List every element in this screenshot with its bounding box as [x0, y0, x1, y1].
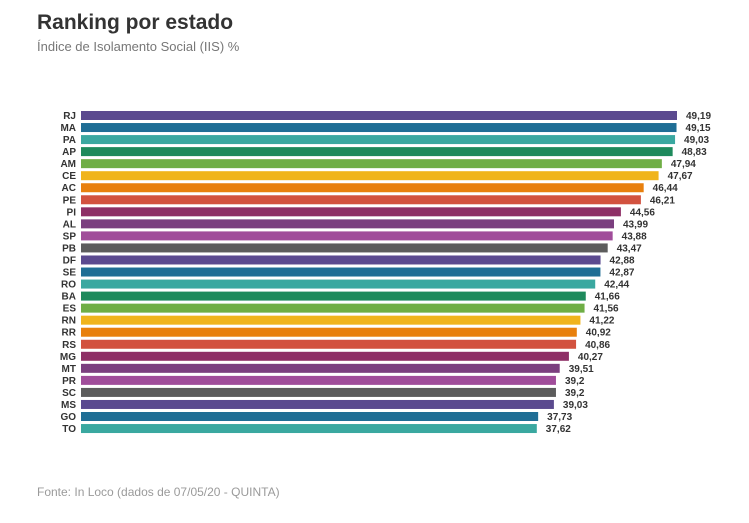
category-label-go: GO [60, 412, 76, 423]
bar-go [81, 412, 539, 421]
category-label-pa: PA [63, 135, 76, 146]
bar-pi [81, 207, 621, 217]
category-label-pi: PI [67, 207, 77, 218]
category-label-df: DF [63, 255, 76, 266]
category-label-rr: RR [62, 328, 77, 339]
bar-ba [81, 291, 586, 301]
value-label-es: 41,56 [594, 304, 619, 315]
category-label-rs: RS [62, 340, 76, 351]
bar-pe [81, 195, 641, 205]
bar-am [81, 159, 662, 169]
value-label-mt: 39,51 [569, 364, 594, 375]
bar-se [81, 267, 601, 277]
value-label-ms: 39,03 [563, 400, 588, 411]
category-label-pb: PB [62, 243, 76, 254]
value-label-rr: 40,92 [586, 328, 611, 339]
category-label-ce: CE [62, 171, 76, 182]
bar-ce [81, 171, 659, 181]
category-label-ba: BA [62, 292, 76, 303]
category-label-sc: SC [62, 388, 76, 399]
bar-df [81, 255, 601, 265]
value-label-mg: 40,27 [578, 352, 603, 363]
category-label-al: AL [63, 219, 76, 230]
chart-title: Ranking por estado [37, 11, 234, 34]
value-label-ma: 49,15 [686, 123, 711, 134]
value-label-pb: 43,47 [617, 243, 642, 254]
category-label-pr: PR [62, 376, 77, 387]
value-label-ro: 42,44 [604, 280, 629, 291]
bar-ms [81, 399, 554, 409]
value-label-ac: 46,44 [653, 183, 678, 194]
value-label-rs: 40,86 [585, 340, 610, 351]
value-label-pr: 39,2 [565, 376, 585, 387]
value-label-ba: 41,66 [595, 292, 620, 303]
bar-sp [81, 231, 613, 241]
category-label-mg: MG [60, 352, 76, 363]
bar-rr [81, 327, 577, 337]
bar-pa [81, 135, 676, 145]
value-label-pe: 46,21 [650, 195, 675, 206]
bar-al [81, 219, 614, 229]
chart-subtitle: Índice de Isolamento Social (IIS) % [37, 39, 240, 54]
value-label-go: 37,73 [547, 412, 572, 423]
value-label-rn: 41,22 [589, 316, 614, 327]
category-label-sp: SP [63, 231, 77, 242]
bar-rs [81, 339, 577, 349]
bar-ro [81, 279, 596, 289]
category-label-mt: MT [62, 364, 76, 375]
bar-mg [81, 351, 569, 361]
category-label-ma: MA [60, 123, 76, 134]
bar-rn [81, 315, 581, 325]
bar-ma [81, 123, 677, 133]
category-label-rj: RJ [63, 111, 76, 122]
bar-ac [81, 183, 644, 193]
value-label-sc: 39,2 [565, 388, 585, 399]
bar-mt [81, 363, 560, 373]
category-label-rn: RN [62, 316, 76, 327]
bar-to [81, 424, 537, 434]
category-label-es: ES [63, 304, 77, 315]
bar-rj [81, 111, 677, 120]
value-label-sp: 43,88 [622, 231, 647, 242]
bar-es [81, 303, 585, 313]
category-label-ap: AP [62, 147, 76, 158]
category-label-ms: MS [61, 400, 76, 411]
value-label-pi: 44,56 [630, 207, 655, 218]
category-label-to: TO [62, 424, 76, 435]
value-label-am: 47,94 [671, 159, 696, 170]
bar-sc [81, 387, 556, 397]
bar-pr [81, 375, 556, 385]
category-label-am: AM [60, 159, 76, 170]
value-label-ap: 48,83 [682, 147, 707, 158]
value-label-ce: 47,67 [668, 171, 693, 182]
source-note: Fonte: In Loco (dados de 07/05/20 - QUIN… [37, 485, 280, 499]
value-label-se: 42,87 [609, 268, 634, 279]
category-label-ac: AC [62, 183, 76, 194]
category-label-pe: PE [63, 195, 77, 206]
value-label-rj: 49,19 [686, 111, 711, 122]
category-label-ro: RO [61, 280, 76, 291]
value-label-al: 43,99 [623, 219, 648, 230]
value-label-to: 37,62 [546, 424, 571, 435]
category-label-se: SE [63, 268, 77, 279]
bar-ap [81, 147, 673, 157]
bar-pb [81, 243, 608, 253]
value-label-pa: 49,03 [684, 135, 709, 146]
value-label-df: 42,88 [610, 255, 635, 266]
